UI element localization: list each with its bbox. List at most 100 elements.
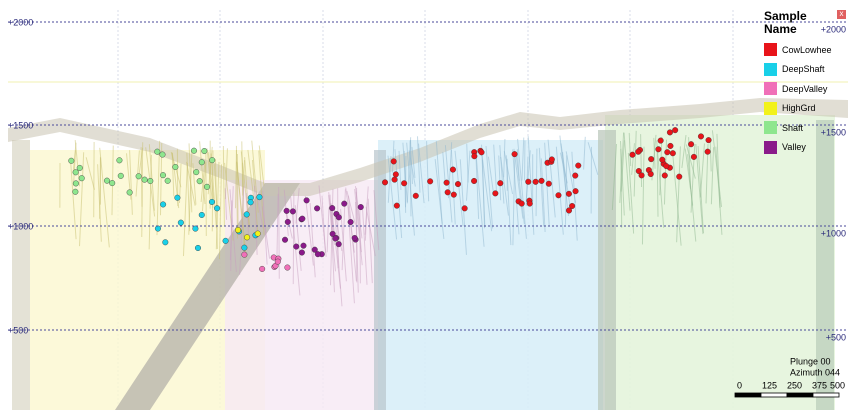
- drillhole: [391, 140, 395, 173]
- sample-point: [154, 148, 161, 155]
- legend-item[interactable]: CowLowhee: [764, 40, 848, 60]
- drillhole: [409, 140, 412, 217]
- sample-point: [335, 214, 342, 221]
- legend-swatch: [764, 62, 777, 76]
- legend-label: DeepShaft: [782, 64, 825, 75]
- sample-point: [492, 190, 499, 197]
- sample-point: [208, 198, 215, 205]
- samples: [68, 127, 712, 272]
- sample-point: [141, 176, 148, 183]
- drillhole: [365, 206, 376, 257]
- drillhole: [513, 148, 524, 219]
- drillhole: [515, 153, 525, 225]
- drillhole: [560, 143, 572, 212]
- drillhole: [521, 137, 525, 181]
- drillhole: [493, 144, 497, 192]
- drillhole: [254, 185, 258, 255]
- sample-point: [548, 156, 555, 163]
- drillhole: [355, 201, 359, 293]
- drillhole: [85, 157, 95, 190]
- drillhole: [633, 130, 637, 197]
- sample-point: [299, 215, 306, 222]
- domain-deepshaft: [378, 140, 603, 410]
- drillhole: [292, 192, 295, 285]
- drillhole: [235, 149, 237, 209]
- sample-point: [222, 237, 229, 244]
- drillhole: [79, 152, 85, 247]
- sample-point: [538, 177, 545, 184]
- sample-point: [393, 202, 400, 209]
- sample-point: [705, 137, 712, 144]
- sample-point: [478, 149, 485, 156]
- drillhole: [214, 159, 218, 249]
- sample-point: [427, 178, 434, 185]
- drillhole: [387, 155, 398, 240]
- sample-point: [335, 241, 342, 248]
- sample-point: [347, 219, 354, 226]
- drillhole: [156, 140, 161, 236]
- drillhole: [481, 159, 486, 229]
- drillhole: [222, 146, 225, 226]
- sample-point: [572, 188, 579, 195]
- column: [374, 150, 386, 410]
- sample-point: [160, 201, 167, 208]
- drillhole: [229, 186, 234, 261]
- drillhole: [681, 134, 687, 168]
- sample-point: [192, 225, 199, 232]
- scale-segment: [812, 392, 840, 398]
- drillhole: [699, 143, 705, 198]
- drillhole: [715, 146, 723, 235]
- legend-item[interactable]: Shaft: [764, 118, 848, 138]
- elevation-label: +1500: [8, 120, 33, 130]
- legend-item[interactable]: DeepShaft: [764, 60, 848, 80]
- sample-point: [532, 178, 539, 185]
- drillhole: [710, 147, 715, 205]
- legend-items: CowLowhee DeepShaft DeepValley HighGrd Shaft…: [764, 40, 848, 157]
- sample-point: [298, 249, 305, 256]
- sample-point: [638, 172, 645, 179]
- sample-point: [256, 194, 263, 201]
- drillhole: [498, 155, 502, 201]
- sample-point: [174, 194, 181, 201]
- sample-point: [382, 179, 389, 186]
- drillhole: [171, 152, 175, 197]
- drillhole: [627, 152, 635, 234]
- sample-point: [647, 171, 654, 178]
- drillhole: [454, 150, 464, 226]
- legend-title: Sample Name: [764, 9, 807, 36]
- sample-point: [274, 258, 281, 265]
- drillhole: [512, 149, 520, 235]
- sample-point: [471, 177, 478, 184]
- plunge-label: Plunge 00: [790, 356, 831, 366]
- legend-item[interactable]: HighGrd: [764, 99, 848, 119]
- drillhole: [99, 156, 101, 219]
- drillhole: [512, 153, 516, 246]
- legend-label: Valley: [782, 142, 806, 153]
- legend-item[interactable]: Valley: [764, 138, 848, 158]
- sample-point: [657, 137, 664, 144]
- scale-segment: [760, 392, 788, 398]
- sample-point: [68, 157, 75, 164]
- close-button[interactable]: x: [837, 10, 846, 19]
- legend-item[interactable]: DeepValley: [764, 79, 848, 99]
- drillhole: [555, 146, 564, 235]
- sample-point: [443, 179, 450, 186]
- sample-point: [669, 150, 676, 157]
- sample-point: [126, 189, 133, 196]
- sample-point: [449, 166, 456, 173]
- legend-label: Shaft: [782, 122, 804, 133]
- sample-point: [72, 180, 79, 187]
- elevation-label: +1500: [821, 127, 846, 137]
- drillhole: [434, 158, 445, 240]
- drillhole: [695, 144, 704, 235]
- sample-point: [116, 157, 123, 164]
- sample-point: [117, 172, 124, 179]
- sample-point: [76, 164, 83, 171]
- drillhole: [69, 159, 77, 240]
- scale-label: 125: [762, 380, 777, 390]
- sample-point: [72, 169, 79, 176]
- elevation-lines: +2000 +2000 +1500 +1500 +1000 +1000 +500 +500: [8, 17, 848, 342]
- sample-point: [392, 171, 399, 178]
- drillhole: [628, 132, 632, 167]
- sample-point: [569, 203, 576, 210]
